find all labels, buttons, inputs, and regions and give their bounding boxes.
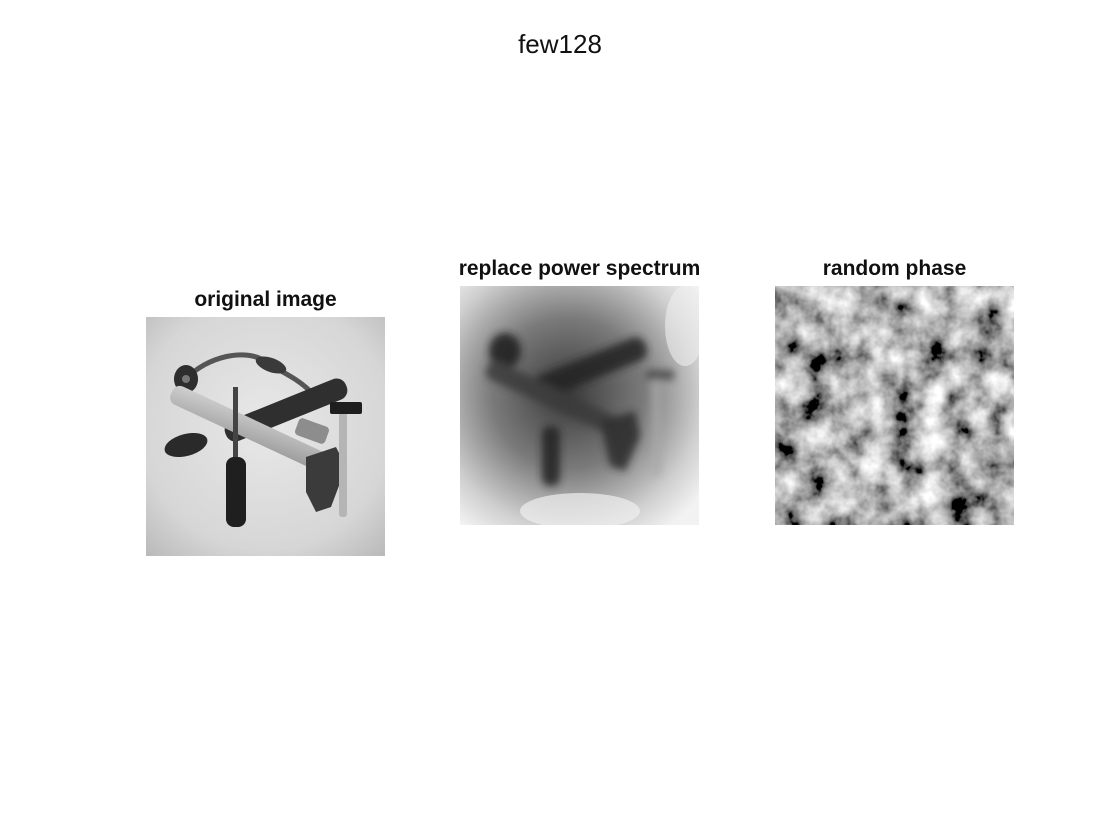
original-image	[146, 317, 385, 556]
panel-title-original: original image	[194, 288, 337, 311]
panel-replace-power-spectrum: replace power spectrum	[459, 257, 700, 525]
panel-random-phase: random phase	[775, 257, 1014, 525]
panel-title-phase: random phase	[822, 257, 967, 280]
panel-title-power: replace power spectrum	[458, 257, 701, 280]
figure-title: few128	[518, 29, 602, 59]
power-spectrum-image	[460, 286, 699, 525]
panel-original-image: original image	[146, 288, 385, 556]
random-phase-image	[775, 286, 1014, 525]
